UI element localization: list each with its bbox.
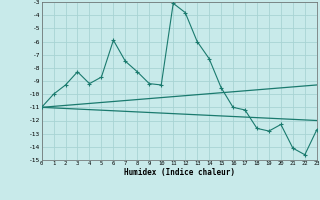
X-axis label: Humidex (Indice chaleur): Humidex (Indice chaleur)	[124, 168, 235, 177]
